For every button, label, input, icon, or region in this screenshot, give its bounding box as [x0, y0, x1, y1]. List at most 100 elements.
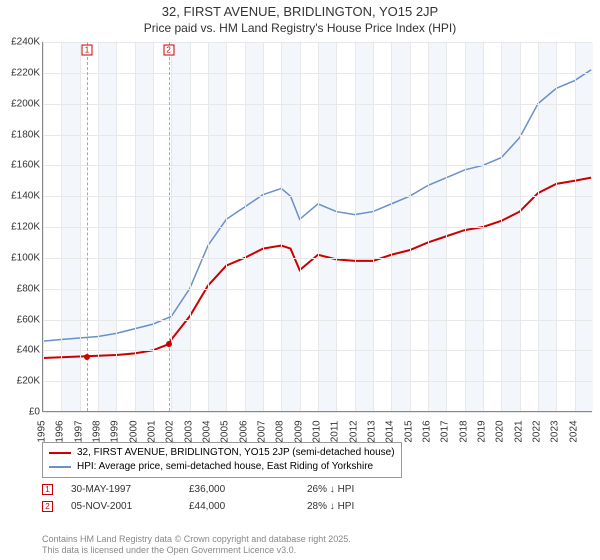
note-vs-hpi: 26% ↓ HPI	[307, 484, 407, 495]
legend-swatch	[49, 466, 71, 468]
note-marker: 1	[42, 484, 53, 495]
x-axis-label: 2008	[275, 420, 286, 442]
legend-item-hpi: HPI: Average price, semi-detached house,…	[49, 460, 395, 474]
y-axis-label: £160K	[11, 160, 40, 171]
gridline	[391, 42, 392, 411]
x-axis-label: 2021	[513, 420, 524, 442]
gridline	[208, 42, 209, 411]
gridline	[410, 42, 411, 411]
gridline	[575, 42, 576, 411]
x-axis-label: 2017	[440, 420, 451, 442]
gridline	[245, 42, 246, 411]
y-axis-label: £180K	[11, 129, 40, 140]
gridline	[116, 42, 117, 411]
x-axis-label: 2005	[220, 420, 231, 442]
y-axis-label: £100K	[11, 252, 40, 263]
gridline	[300, 42, 301, 411]
gridline	[61, 42, 62, 411]
x-axis-label: 2019	[477, 420, 488, 442]
x-axis-label: 1997	[73, 420, 84, 442]
note-price: £44,000	[189, 501, 289, 512]
x-axis-label: 2015	[403, 420, 414, 442]
legend-item-property: 32, FIRST AVENUE, BRIDLINGTON, YO15 2JP …	[49, 446, 395, 460]
gridline	[428, 42, 429, 411]
y-axis-label: £200K	[11, 98, 40, 109]
x-axis-label: 2009	[293, 420, 304, 442]
chart-title: 32, FIRST AVENUE, BRIDLINGTON, YO15 2JP	[0, 0, 600, 21]
gridline	[501, 42, 502, 411]
note-vs-hpi: 28% ↓ HPI	[307, 501, 407, 512]
note-marker: 2	[42, 501, 53, 512]
x-axis-label: 2000	[128, 420, 139, 442]
note-date: 05-NOV-2001	[71, 501, 171, 512]
gridline	[153, 42, 154, 411]
gridline	[135, 42, 136, 411]
y-axis-label: £240K	[11, 37, 40, 48]
x-axis-label: 2024	[568, 420, 579, 442]
gridline	[263, 42, 264, 411]
x-axis-label: 2018	[458, 420, 469, 442]
gridline	[465, 42, 466, 411]
footer-line: This data is licensed under the Open Gov…	[42, 545, 351, 556]
sale-marker-badge: 2	[163, 45, 174, 56]
y-axis-label: £140K	[11, 191, 40, 202]
gridline	[190, 42, 191, 411]
note-price: £36,000	[189, 484, 289, 495]
sale-marker-badge: 1	[82, 45, 93, 56]
x-axis-label: 2016	[422, 420, 433, 442]
footer-line: Contains HM Land Registry data © Crown c…	[42, 534, 351, 545]
x-axis-label: 2012	[348, 420, 359, 442]
sale-marker-line	[169, 42, 170, 411]
x-axis-label: 1998	[92, 420, 103, 442]
y-axis-label: £40K	[17, 345, 40, 356]
x-axis-label: 1996	[55, 420, 66, 442]
y-axis-label: £60K	[17, 314, 40, 325]
gridline	[336, 42, 337, 411]
gridline	[226, 42, 227, 411]
x-axis-label: 2022	[532, 420, 543, 442]
gridline	[355, 42, 356, 411]
x-axis-label: 2007	[257, 420, 268, 442]
gridline	[483, 42, 484, 411]
chart-plot-area: 12	[42, 42, 592, 412]
sale-note-row: 2 05-NOV-2001 £44,000 28% ↓ HPI	[42, 501, 407, 512]
chart-legend: 32, FIRST AVENUE, BRIDLINGTON, YO15 2JP …	[42, 442, 402, 478]
y-axis-label: £120K	[11, 222, 40, 233]
sale-notes: 1 30-MAY-1997 £36,000 26% ↓ HPI 2 05-NOV-2001…	[42, 484, 407, 518]
y-axis-label: £220K	[11, 67, 40, 78]
x-axis-label: 1999	[110, 420, 121, 442]
gridline	[98, 42, 99, 411]
x-axis-label: 2003	[183, 420, 194, 442]
x-axis-label: 2001	[147, 420, 158, 442]
gridline	[373, 42, 374, 411]
legend-label: 32, FIRST AVENUE, BRIDLINGTON, YO15 2JP …	[77, 446, 395, 460]
sale-marker-dot	[166, 341, 172, 347]
x-axis-label: 2014	[385, 420, 396, 442]
y-axis-label: £80K	[17, 283, 40, 294]
footer-attribution: Contains HM Land Registry data © Crown c…	[42, 534, 351, 556]
gridline	[80, 42, 81, 411]
x-axis-label: 2013	[367, 420, 378, 442]
x-axis-label: 2004	[202, 420, 213, 442]
note-date: 30-MAY-1997	[71, 484, 171, 495]
x-axis-label: 1995	[37, 420, 48, 442]
gridline	[446, 42, 447, 411]
gridline	[171, 42, 172, 411]
gridline	[281, 42, 282, 411]
sale-marker-dot	[84, 354, 90, 360]
y-axis-label: £20K	[17, 376, 40, 387]
legend-swatch	[49, 452, 71, 454]
legend-label: HPI: Average price, semi-detached house,…	[77, 460, 373, 474]
gridline	[520, 42, 521, 411]
gridline	[538, 42, 539, 411]
x-axis-label: 2010	[312, 420, 323, 442]
x-axis-label: 2011	[330, 421, 341, 443]
gridline	[43, 412, 592, 413]
x-axis-label: 2006	[238, 420, 249, 442]
y-axis-label: £0	[29, 407, 40, 418]
x-axis-label: 2002	[165, 420, 176, 442]
sale-note-row: 1 30-MAY-1997 £36,000 26% ↓ HPI	[42, 484, 407, 495]
x-axis-label: 2023	[550, 420, 561, 442]
chart-subtitle: Price paid vs. HM Land Registry's House …	[0, 21, 600, 39]
gridline	[556, 42, 557, 411]
